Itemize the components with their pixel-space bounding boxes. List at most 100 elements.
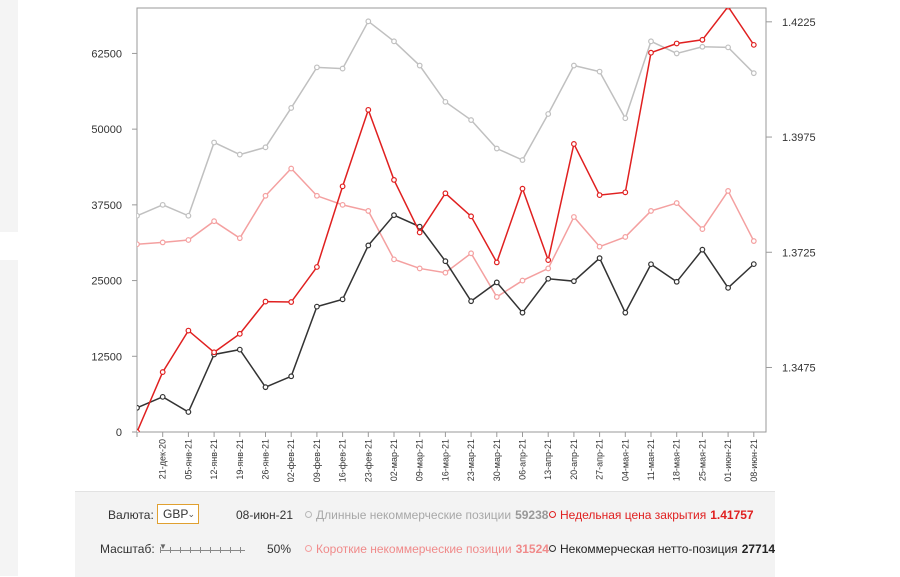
data-point-price (468, 213, 475, 220)
legend-long[interactable]: Длинные некоммерческие позиции 59238 (305, 508, 548, 522)
data-point-price (493, 259, 500, 266)
x-tick-label: 09-фев-21 (312, 439, 322, 482)
data-point-short (365, 208, 372, 214)
plot-area (136, 7, 767, 433)
y-left-tick-label: 0 (116, 427, 122, 439)
y-right-tick-label: 1.4225 (782, 17, 816, 29)
data-point-net (442, 258, 449, 265)
data-point-short (571, 214, 577, 220)
data-point-net (750, 261, 757, 268)
data-point-long (262, 144, 269, 151)
x-tick-label: 16-мар-21 (440, 439, 450, 481)
data-point-price (750, 41, 757, 48)
data-point-long (288, 105, 295, 111)
data-point-net (699, 246, 706, 253)
y-right-tick-label: 1.3725 (782, 247, 816, 259)
data-point-net (137, 404, 140, 411)
legend-short[interactable]: Короткие некоммерческие позиции 31524 (305, 542, 549, 556)
data-point-net (288, 373, 295, 380)
x-tick-label: 18-мая-21 (672, 439, 682, 481)
x-tick-label: 16-фев-21 (338, 439, 348, 482)
x-tick-label: 01-июн-21 (723, 439, 733, 482)
scale-slider[interactable]: ▼ (159, 542, 245, 556)
data-point-price (596, 192, 603, 199)
data-point-net (339, 296, 346, 303)
legend-net-marker-icon (549, 545, 556, 553)
data-point-short (673, 200, 680, 206)
data-point-short (725, 188, 731, 194)
legend-price-value: 1.41757 (710, 508, 754, 522)
data-point-price (622, 189, 629, 196)
data-point-net (648, 261, 654, 268)
data-point-net (468, 298, 475, 305)
data-point-long (725, 44, 731, 51)
data-point-net (185, 409, 192, 415)
x-tick-label: 09-мар-21 (415, 439, 425, 481)
x-tick-label: 30-мар-21 (492, 439, 502, 481)
x-tick-label: 23-фев-21 (363, 439, 373, 482)
data-point-price (137, 429, 140, 432)
legend-short-value: 31524 (515, 542, 549, 556)
data-point-long (596, 68, 603, 75)
legend-long-label: Длинные некоммерческие позиции (316, 508, 512, 522)
data-point-short (262, 192, 269, 199)
x-tick-label: 12-янв-21 (209, 439, 219, 480)
data-point-short (545, 265, 552, 272)
slider-thumb-icon[interactable]: ▼ (159, 542, 167, 551)
data-point-price (391, 177, 397, 183)
y-left-tick-label: 25000 (91, 276, 122, 288)
data-point-short (468, 250, 475, 257)
data-point-price (416, 229, 423, 236)
legend-long-marker-icon (305, 511, 312, 519)
data-point-long (211, 139, 218, 146)
currency-value: GBP (163, 507, 189, 521)
data-point-long (236, 151, 243, 158)
data-point-short (137, 241, 140, 248)
x-tick-label: 19-янв-21 (235, 439, 245, 480)
legend-net-label: Некоммерческая нетто-позиция (560, 542, 738, 556)
data-point-net (545, 275, 552, 282)
x-tick-label: 25-мая-21 (697, 439, 707, 481)
data-point-net (262, 384, 269, 391)
legend-net[interactable]: Некоммерческая нетто-позиция 27714 (549, 542, 775, 556)
currency-select[interactable]: GBP ⌄ (157, 504, 199, 524)
data-point-net (314, 303, 320, 310)
data-point-short (288, 165, 295, 172)
data-point-long (571, 62, 577, 69)
x-tick-label: 08-июн-21 (749, 439, 759, 482)
data-point-short (236, 235, 243, 242)
x-tick-label: 04-мая-21 (620, 439, 630, 481)
data-point-short (493, 294, 500, 300)
data-point-price (545, 257, 552, 263)
data-point-long (185, 212, 192, 219)
x-tick-label: 11-мая-21 (646, 439, 656, 480)
x-tick-label: 06-апр-21 (518, 439, 528, 480)
data-point-price (159, 369, 166, 375)
x-tick-label: 13-апр-21 (543, 439, 553, 480)
data-point-price (339, 183, 346, 190)
data-point-net (159, 393, 166, 400)
legend-short-marker-icon (305, 545, 312, 553)
legend-short-label: Короткие некоммерческие позиции (316, 542, 512, 556)
legend-price[interactable]: Недельная цена закрытия 1.41757 (549, 508, 754, 522)
scale-label: Масштаб: (100, 542, 155, 556)
data-point-net (571, 278, 577, 285)
data-point-price (442, 190, 449, 197)
date-value: 08-июн-21 (236, 508, 294, 522)
data-point-net (725, 284, 731, 291)
data-point-long (365, 18, 372, 25)
data-point-long (159, 201, 166, 208)
data-point-short (391, 256, 397, 263)
y-left-tick-label: 62500 (91, 48, 122, 60)
x-tick-label: 23-мар-21 (466, 439, 476, 481)
data-point-long (493, 145, 500, 152)
y-right-tick-label: 1.3975 (782, 132, 816, 144)
data-point-long (750, 70, 757, 77)
legend-net-value: 27714 (741, 542, 776, 556)
x-tick-label: 20-апр-21 (569, 439, 579, 480)
data-point-price (673, 40, 680, 47)
data-point-short (185, 237, 192, 243)
data-point-short (314, 192, 320, 199)
legend-price-marker-icon (549, 511, 556, 519)
x-tick-label: 21-дек-20 (158, 439, 168, 479)
